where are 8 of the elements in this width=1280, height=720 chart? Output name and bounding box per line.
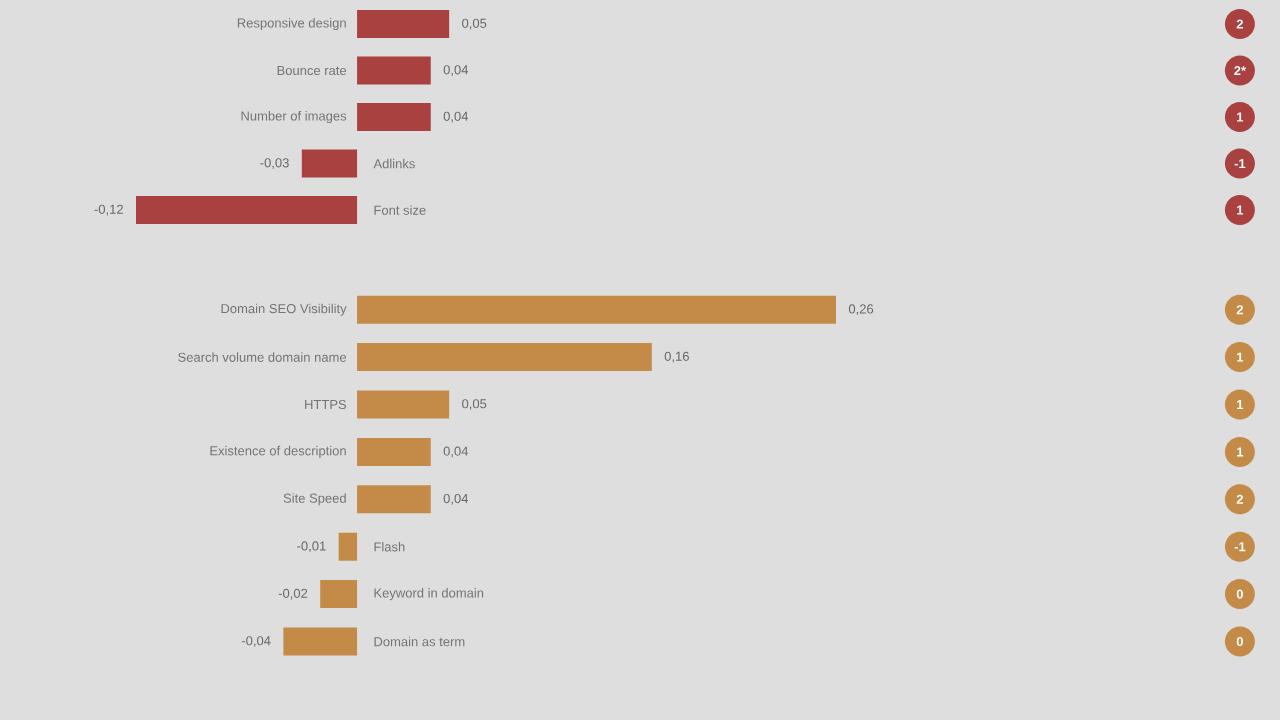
bar [357, 390, 450, 419]
bar [357, 485, 431, 514]
bar [357, 343, 652, 372]
bar [357, 295, 836, 324]
bar [338, 532, 358, 561]
bar [357, 437, 431, 466]
bar [283, 627, 358, 656]
bar [320, 580, 358, 609]
